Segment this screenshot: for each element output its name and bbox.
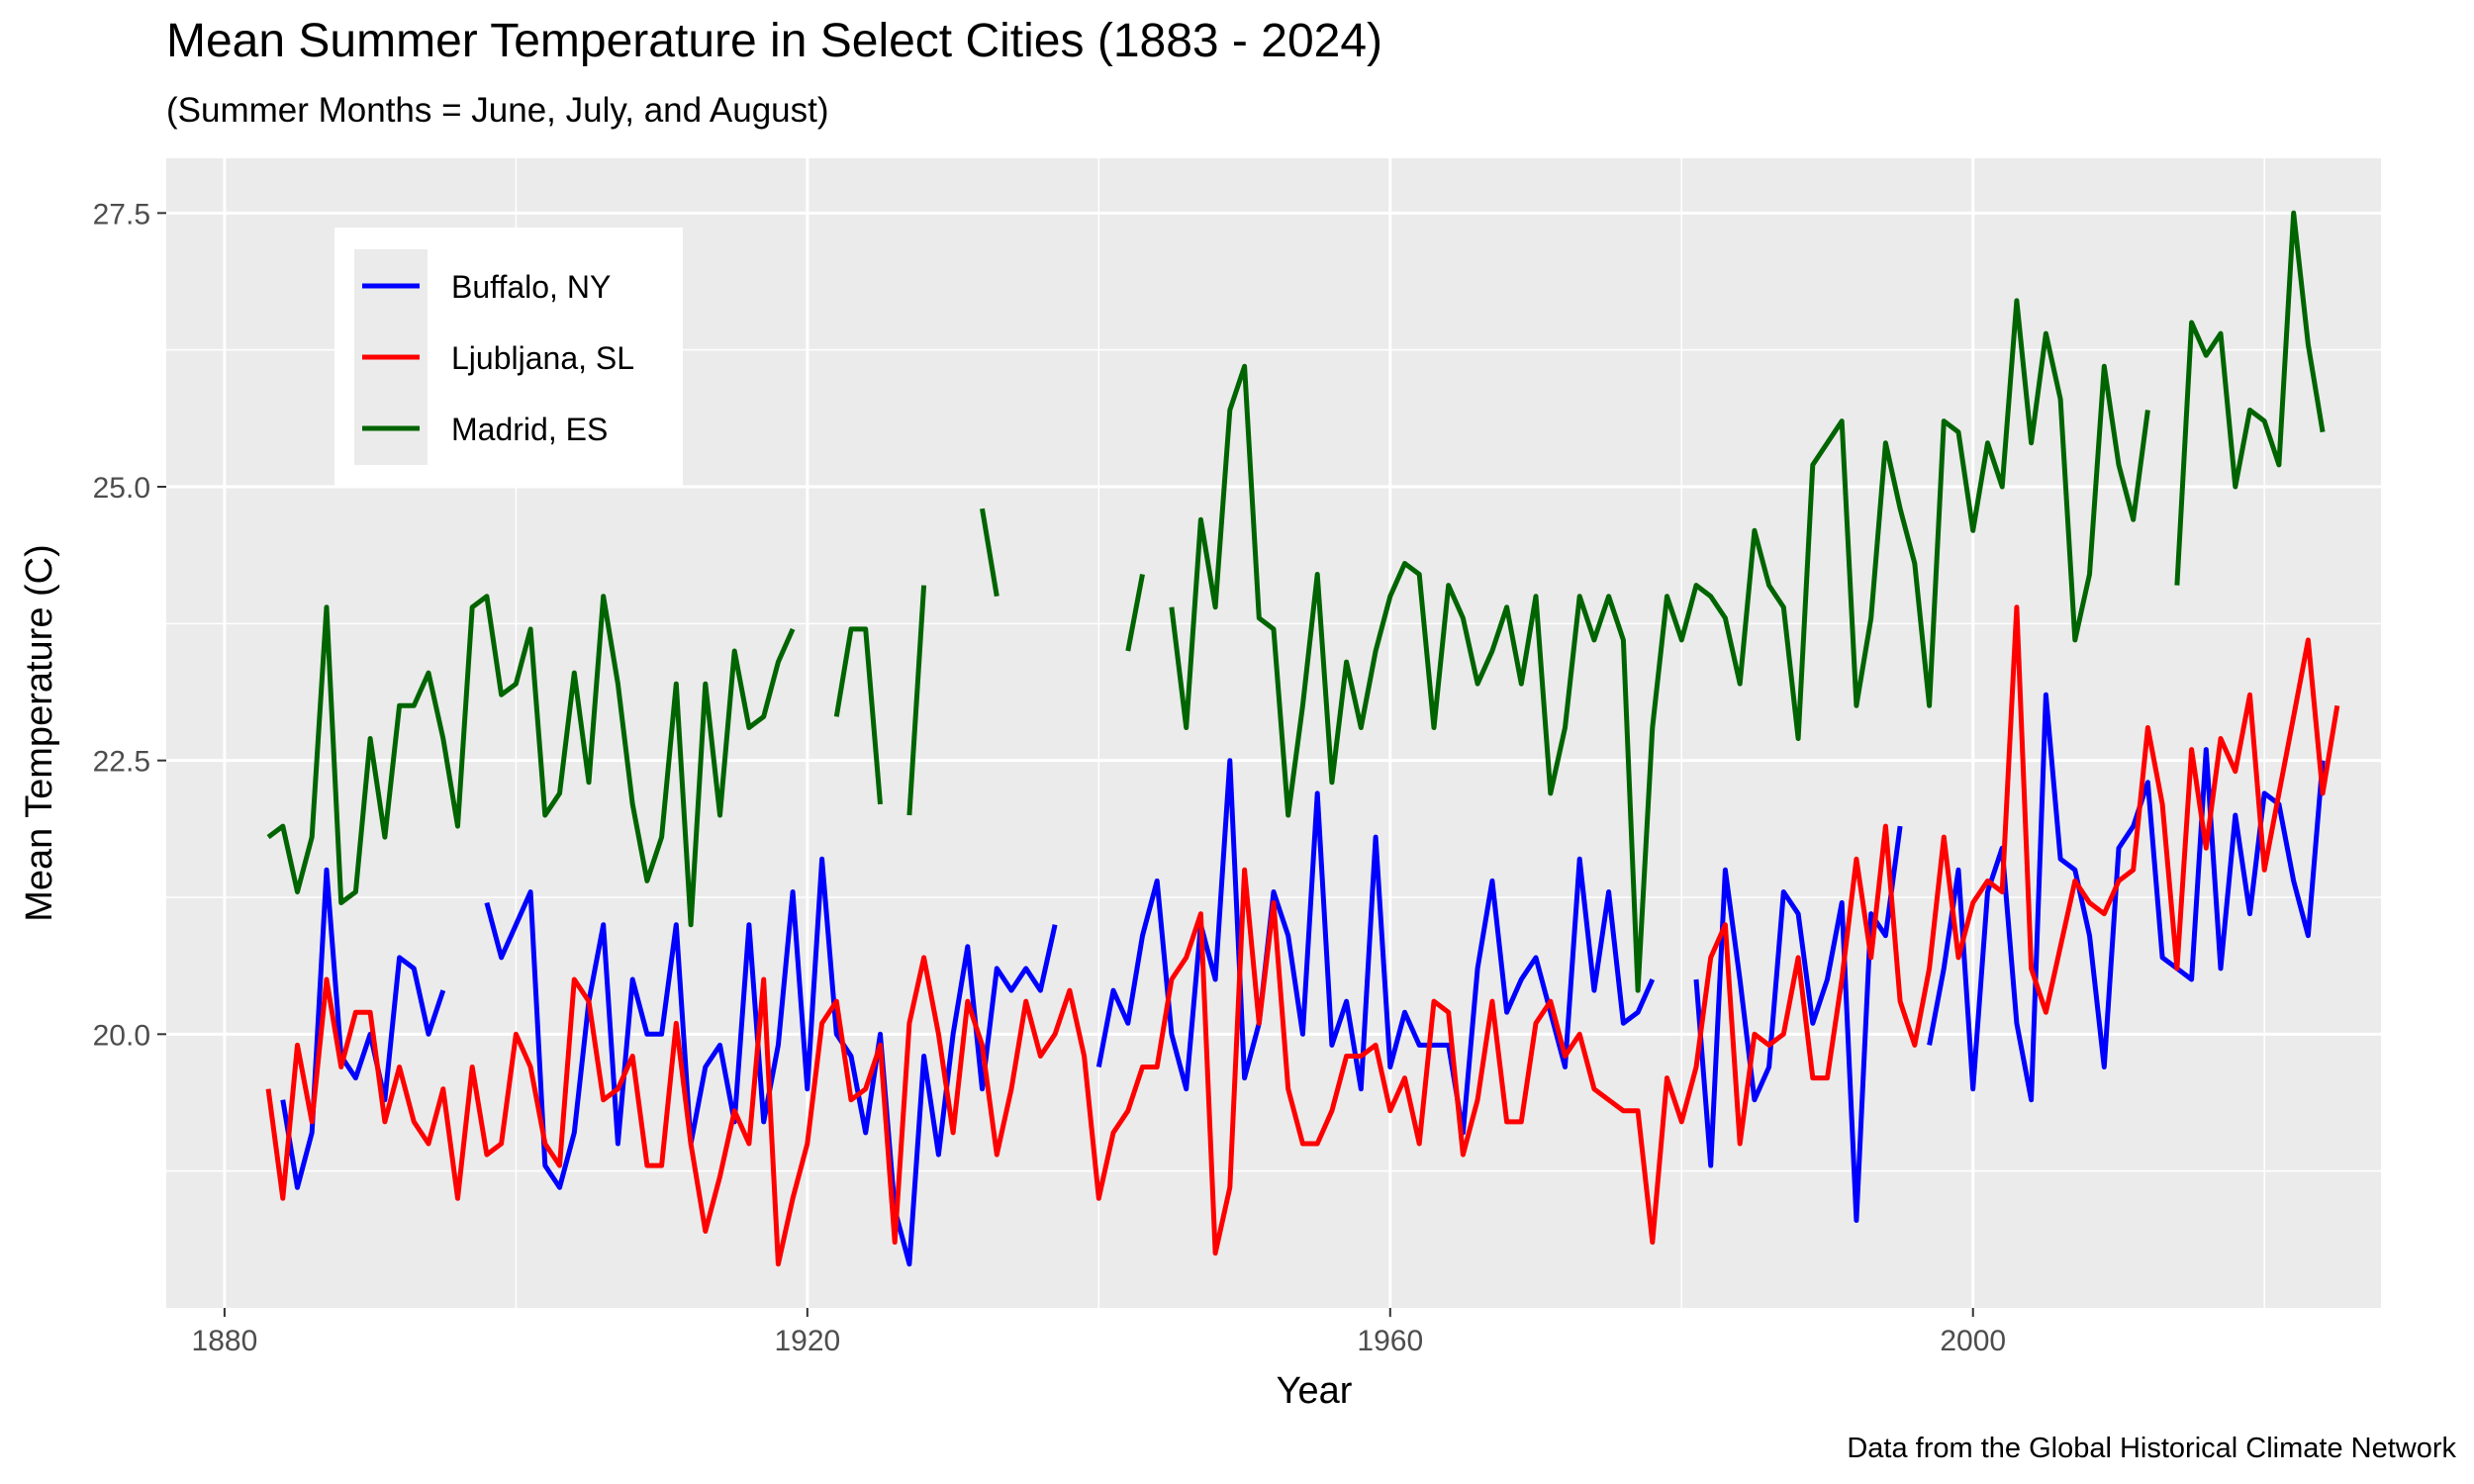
x-axis-title: Year bbox=[1277, 1370, 1353, 1412]
x-tick-label: 1960 bbox=[1357, 1325, 1423, 1357]
x-tick-label: 2000 bbox=[1940, 1325, 2006, 1357]
series-line-madrid bbox=[266, 594, 796, 928]
axes-layer: 1880 1920 1960 2000 20.0 22.5 25.0 27.5 bbox=[93, 198, 2007, 1357]
legend-label-ljubljana: Ljubljana, SL bbox=[451, 340, 634, 376]
y-axis-title: Mean Temperature (C) bbox=[19, 544, 60, 922]
series-line-buffalo bbox=[1095, 758, 1656, 1136]
grid-minor bbox=[166, 158, 2381, 1308]
legend-label-madrid: Madrid, ES bbox=[451, 412, 608, 447]
legend: Buffalo, NY Ljubljana, SL Madrid, ES bbox=[334, 228, 683, 487]
chart-subtitle: (Summer Months = June, July, and August) bbox=[166, 91, 829, 130]
series-ljubljana bbox=[265, 604, 2340, 1267]
series-line-madrid bbox=[1169, 298, 2150, 993]
series-line-madrid bbox=[906, 585, 927, 816]
series-line-madrid bbox=[980, 508, 999, 598]
x-tick-label: 1920 bbox=[774, 1325, 840, 1357]
series-layer bbox=[265, 210, 2340, 1267]
y-tick-label: 25.0 bbox=[93, 472, 150, 505]
x-tick-label: 1880 bbox=[192, 1325, 258, 1357]
series-line-madrid bbox=[2174, 210, 2326, 586]
series-madrid bbox=[266, 210, 2326, 993]
chart-title: Mean Summer Temperature in Select Cities… bbox=[166, 15, 1383, 67]
y-tick-label: 27.5 bbox=[93, 198, 150, 231]
series-line-madrid bbox=[833, 626, 883, 805]
series-line-buffalo bbox=[1693, 825, 1903, 1223]
y-tick-label: 22.5 bbox=[93, 746, 150, 779]
legend-label-buffalo: Buffalo, NY bbox=[451, 269, 611, 305]
chart-caption: Data from the Global Historical Climate … bbox=[1847, 1433, 2456, 1464]
series-line-buffalo bbox=[280, 867, 446, 1190]
series-line-buffalo bbox=[1927, 692, 2326, 1103]
series-line-madrid bbox=[1125, 574, 1145, 652]
y-tick-label: 20.0 bbox=[93, 1019, 150, 1052]
series-line-ljubljana bbox=[265, 604, 2340, 1267]
